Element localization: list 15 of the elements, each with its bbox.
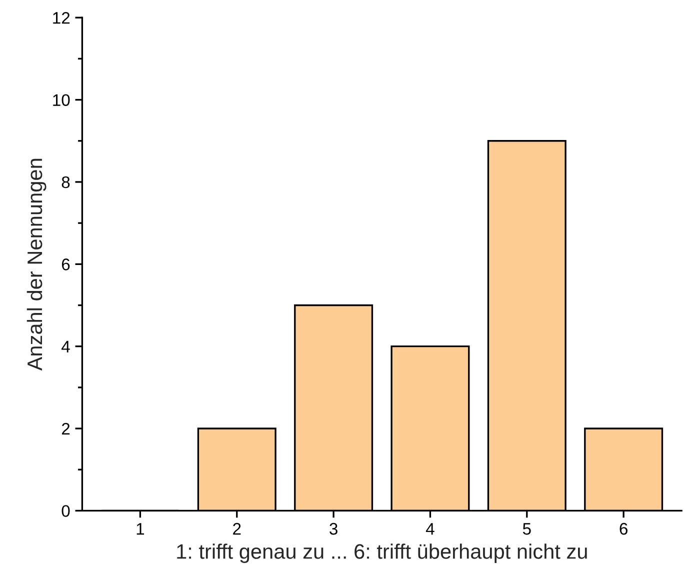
x-tick-label: 1 [136, 523, 144, 535]
y-tick-label: 2 [62, 422, 70, 435]
x-tick-label: 3 [330, 522, 338, 535]
y-axis-title: Anzahl der Nennungen [26, 158, 46, 371]
x-tick-label: 2 [233, 522, 241, 535]
y-tick-label: 6 [62, 258, 70, 270]
y-tick-label: 0 [62, 505, 70, 517]
y-tick-label: 10 [53, 94, 70, 106]
x-tick-label: 4 [426, 523, 434, 535]
x-axis-title: 1: trifft genau zu ... 6: trifft überhaupt nicht zu [177, 544, 587, 564]
x-tick-label: 6 [620, 522, 628, 535]
y-tick-label: 8 [62, 176, 70, 188]
y-tick-label: 12 [53, 12, 70, 24]
x-tick-label: 5 [522, 523, 531, 535]
y-tick-label: 4 [62, 340, 70, 352]
